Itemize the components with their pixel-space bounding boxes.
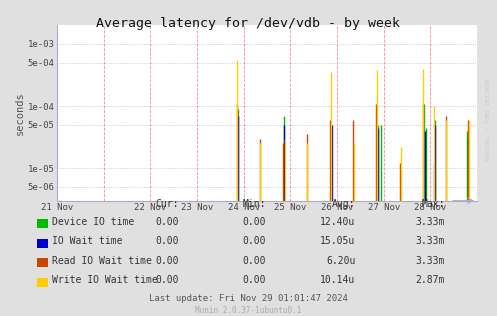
Text: 12.40u: 12.40u xyxy=(320,216,355,227)
Text: 3.33m: 3.33m xyxy=(415,256,445,266)
Text: 0.00: 0.00 xyxy=(243,275,266,285)
Text: 2.87m: 2.87m xyxy=(415,275,445,285)
Text: Cur:: Cur: xyxy=(156,199,179,209)
Text: Max:: Max: xyxy=(421,199,445,209)
Text: Avg:: Avg: xyxy=(332,199,355,209)
Text: 0.00: 0.00 xyxy=(156,275,179,285)
Text: 0.00: 0.00 xyxy=(156,236,179,246)
Text: 0.00: 0.00 xyxy=(243,216,266,227)
Text: RRDTOOL / TOBI OETIKER: RRDTOOL / TOBI OETIKER xyxy=(486,79,491,161)
Text: IO Wait time: IO Wait time xyxy=(52,236,123,246)
Text: 3.33m: 3.33m xyxy=(415,236,445,246)
Text: 15.05u: 15.05u xyxy=(320,236,355,246)
Text: Average latency for /dev/vdb - by week: Average latency for /dev/vdb - by week xyxy=(96,17,401,30)
Text: 0.00: 0.00 xyxy=(156,256,179,266)
Text: 6.20u: 6.20u xyxy=(326,256,355,266)
Text: Write IO Wait time: Write IO Wait time xyxy=(52,275,158,285)
Text: 0.00: 0.00 xyxy=(156,216,179,227)
Text: 3.33m: 3.33m xyxy=(415,216,445,227)
Text: Last update: Fri Nov 29 01:01:47 2024: Last update: Fri Nov 29 01:01:47 2024 xyxy=(149,294,348,303)
Text: Munin 2.0.37-1ubuntu0.1: Munin 2.0.37-1ubuntu0.1 xyxy=(195,306,302,315)
Text: Read IO Wait time: Read IO Wait time xyxy=(52,256,152,266)
Text: Device IO time: Device IO time xyxy=(52,216,134,227)
Text: 0.00: 0.00 xyxy=(243,236,266,246)
Y-axis label: seconds: seconds xyxy=(15,91,25,135)
Text: 0.00: 0.00 xyxy=(243,256,266,266)
Text: Min:: Min: xyxy=(243,199,266,209)
Text: 10.14u: 10.14u xyxy=(320,275,355,285)
